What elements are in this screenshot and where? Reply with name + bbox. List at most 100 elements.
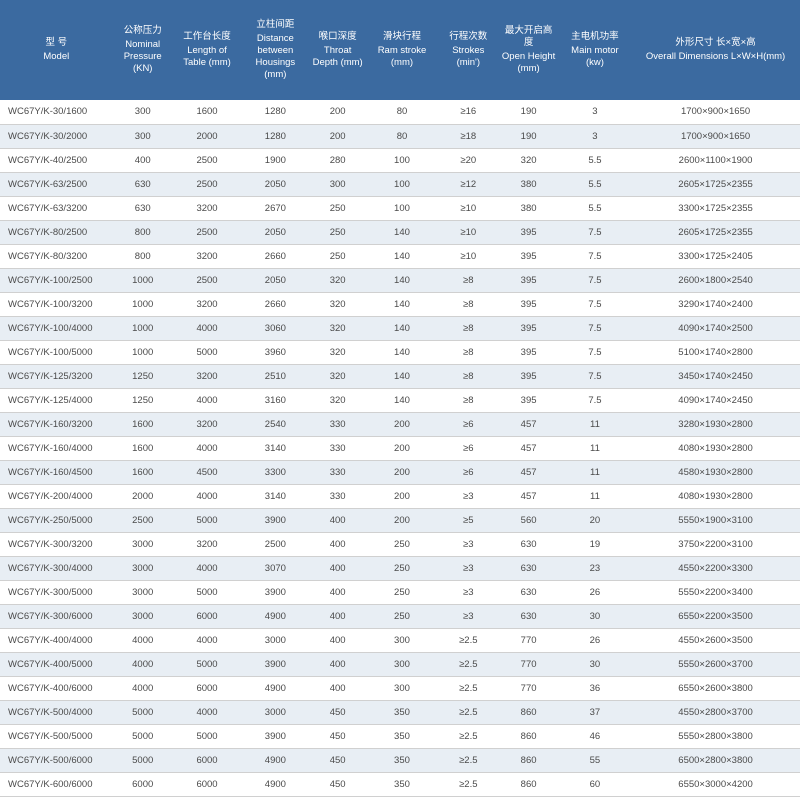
cell: 190	[498, 124, 558, 148]
cell: 400	[113, 148, 173, 172]
cell: 1250	[113, 364, 173, 388]
cell: 400	[310, 508, 366, 532]
cell: 11	[559, 484, 631, 508]
table-row: WC67Y/K-100/4000100040003060320140≥83957…	[0, 316, 800, 340]
cell: WC67Y/K-160/4000	[0, 436, 113, 460]
cell: ≥3	[438, 604, 498, 628]
cell: 250	[310, 196, 366, 220]
cell: 3900	[241, 652, 309, 676]
cell: WC67Y/K-80/3200	[0, 244, 113, 268]
cell: ≥2.5	[438, 676, 498, 700]
cell: 2605×1725×2355	[631, 172, 800, 196]
cell: 200	[310, 100, 366, 124]
cell: 140	[366, 364, 438, 388]
cell: ≥10	[438, 220, 498, 244]
cell: 3750×2200×3100	[631, 532, 800, 556]
cell: ≥3	[438, 580, 498, 604]
cell: 4550×2600×3500	[631, 628, 800, 652]
cell: 330	[310, 436, 366, 460]
cell: 300	[113, 124, 173, 148]
cell: 450	[310, 724, 366, 748]
cell: 1700×900×1650	[631, 100, 800, 124]
cell: 4000	[173, 316, 241, 340]
cell: ≥8	[438, 268, 498, 292]
table-row: WC67Y/K-80/250080025002050250140≥103957.…	[0, 220, 800, 244]
cell: 200	[366, 508, 438, 532]
cell: ≥3	[438, 532, 498, 556]
cell: WC67Y/K-400/4000	[0, 628, 113, 652]
cell: 5000	[173, 508, 241, 532]
cell: 1000	[113, 340, 173, 364]
table-row: WC67Y/K-125/3200125032002510320140≥83957…	[0, 364, 800, 388]
cell: 350	[366, 772, 438, 796]
cell: 140	[366, 388, 438, 412]
cell: 80	[366, 124, 438, 148]
table-header: 型 号Model公称压力Nominal Pressure (KN)工作台长度Le…	[0, 0, 800, 100]
cell: 2050	[241, 268, 309, 292]
cell: 800	[113, 244, 173, 268]
cell: WC67Y/K-500/6000	[0, 748, 113, 772]
cell: 30	[559, 604, 631, 628]
cell: WC67Y/K-300/6000	[0, 604, 113, 628]
cell: 3200	[173, 412, 241, 436]
cell: 2500	[241, 532, 309, 556]
cell: 3300×1725×2405	[631, 244, 800, 268]
cell: 7.5	[559, 292, 631, 316]
cell: 2500	[173, 268, 241, 292]
cell: 4900	[241, 748, 309, 772]
col-header-cn: 主电机功率	[562, 31, 628, 43]
cell: 1900	[241, 148, 309, 172]
cell: 395	[498, 268, 558, 292]
table-row: WC67Y/K-160/4000160040003140330200≥64571…	[0, 436, 800, 460]
col-header-8: 主电机功率Main motor (kw)	[559, 0, 631, 100]
cell: 630	[113, 172, 173, 196]
cell: WC67Y/K-100/2500	[0, 268, 113, 292]
cell: 3000	[241, 628, 309, 652]
table-row: WC67Y/K-100/5000100050003960320140≥83957…	[0, 340, 800, 364]
cell: 300	[366, 628, 438, 652]
cell: 2500	[173, 220, 241, 244]
cell: ≥16	[438, 100, 498, 124]
cell: 395	[498, 292, 558, 316]
table-row: WC67Y/K-80/320080032002660250140≥103957.…	[0, 244, 800, 268]
col-header-en: Overall Dimensions L×W×H(mm)	[634, 51, 797, 63]
cell: ≥2.5	[438, 772, 498, 796]
cell: 400	[310, 676, 366, 700]
table-body: WC67Y/K-30/16003001600128020080≥16190317…	[0, 100, 800, 796]
cell: 7.5	[559, 316, 631, 340]
cell: 100	[366, 196, 438, 220]
cell: 6000	[173, 772, 241, 796]
cell: 320	[310, 364, 366, 388]
col-header-9: 外形尺寸 长×宽×高Overall Dimensions L×W×H(mm)	[631, 0, 800, 100]
cell: 6550×3000×4200	[631, 772, 800, 796]
cell: 3000	[113, 604, 173, 628]
cell: 2605×1725×2355	[631, 220, 800, 244]
cell: 140	[366, 316, 438, 340]
cell: 395	[498, 340, 558, 364]
cell: 1280	[241, 124, 309, 148]
cell: 400	[310, 604, 366, 628]
cell: ≥8	[438, 364, 498, 388]
cell: 140	[366, 292, 438, 316]
table-row: WC67Y/K-500/6000500060004900450350≥2.586…	[0, 748, 800, 772]
cell: 2500	[173, 148, 241, 172]
cell: 395	[498, 388, 558, 412]
cell: ≥20	[438, 148, 498, 172]
cell: 1600	[173, 100, 241, 124]
cell: 1700×900×1650	[631, 124, 800, 148]
cell: 380	[498, 196, 558, 220]
cell: 5000	[173, 580, 241, 604]
cell: 140	[366, 220, 438, 244]
cell: 4580×1930×2800	[631, 460, 800, 484]
cell: 3	[559, 100, 631, 124]
cell: 4000	[173, 700, 241, 724]
cell: 630	[498, 532, 558, 556]
cell: 5.5	[559, 172, 631, 196]
table-row: WC67Y/K-500/4000500040003000450350≥2.586…	[0, 700, 800, 724]
cell: 200	[310, 124, 366, 148]
cell: ≥5	[438, 508, 498, 532]
col-header-3: 立柱间距Distance between Housings (mm)	[241, 0, 309, 100]
cell: ≥2.5	[438, 748, 498, 772]
cell: 2600×1100×1900	[631, 148, 800, 172]
col-header-2: 工作台长度Length of Table (mm)	[173, 0, 241, 100]
